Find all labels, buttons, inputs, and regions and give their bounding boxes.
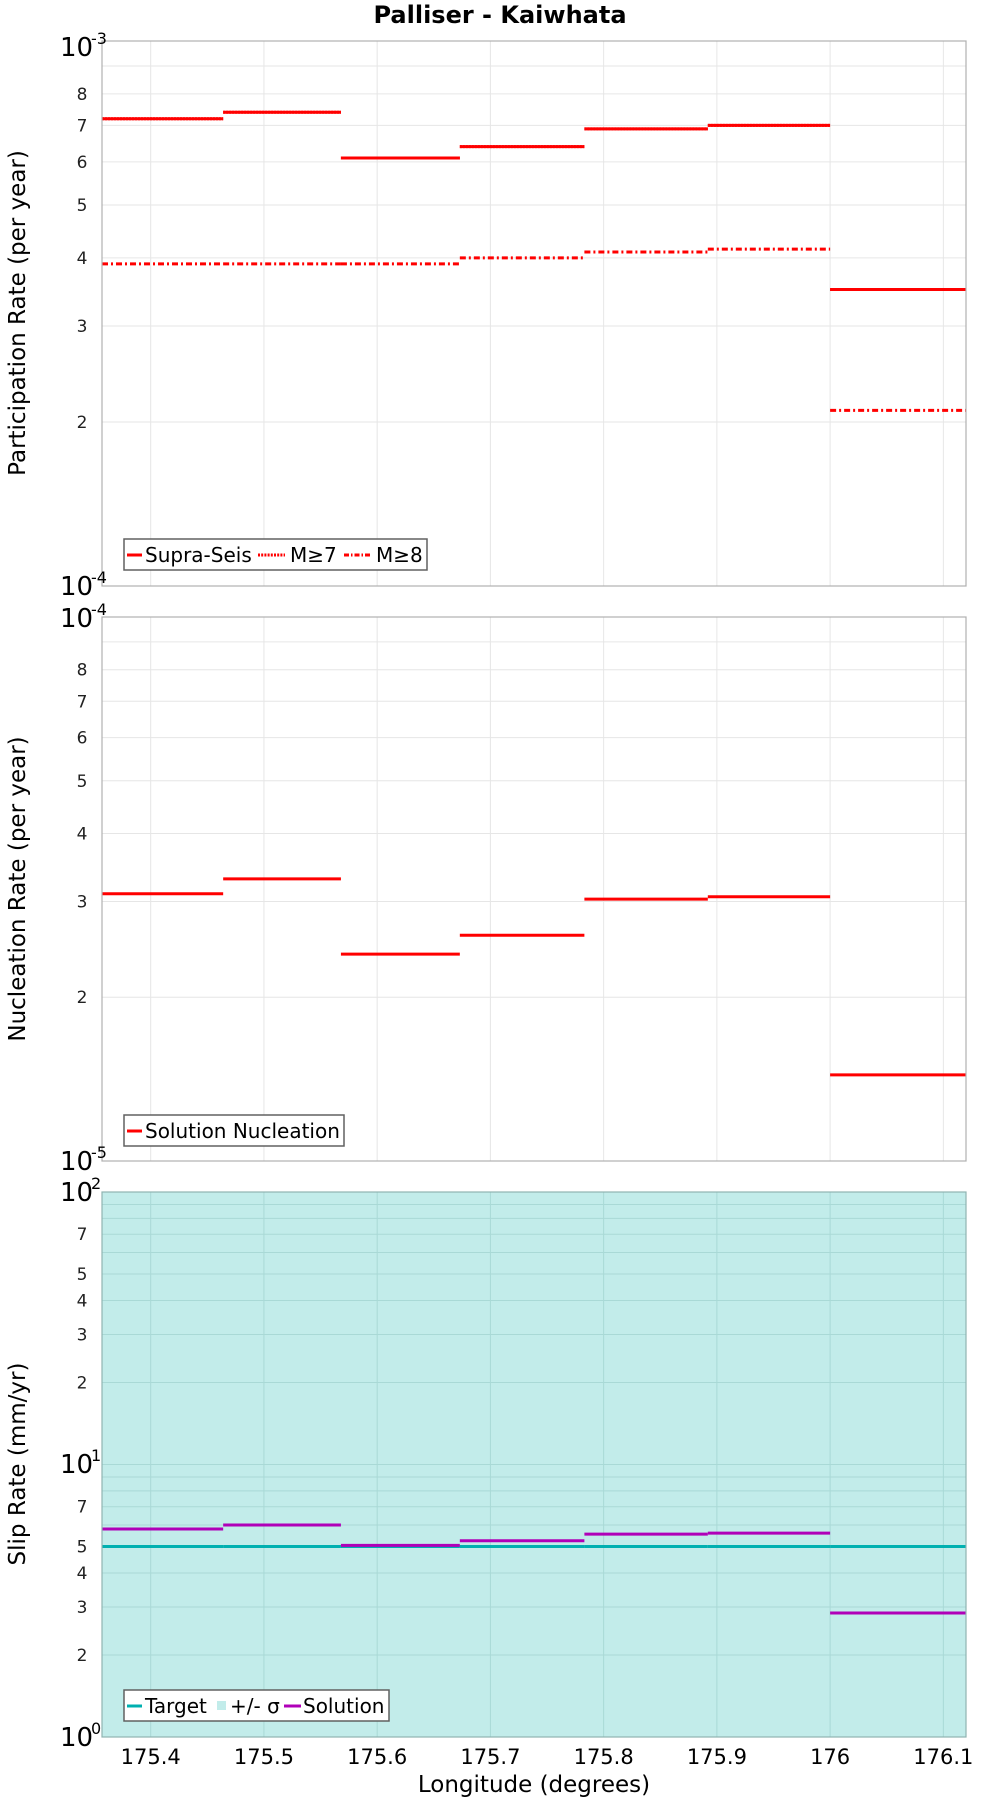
y-tick-label: 7 <box>77 116 88 136</box>
y-tick-label: 6 <box>77 153 88 173</box>
y-tick-labels: 2 3 4 5 7 2 3 4 5 7 <box>77 1225 88 1666</box>
y-tick-label: 5 <box>77 1538 88 1558</box>
y-decade-exp-top: 2 <box>91 1174 101 1193</box>
y-tick-label: 6 <box>77 729 88 749</box>
y-tick-label: 8 <box>77 661 88 681</box>
legend-label: M≥8 <box>376 543 423 567</box>
y-decade-exp-mid: 1 <box>91 1446 101 1465</box>
y-tick-label: 7 <box>77 1498 88 1518</box>
plot-frame <box>101 40 967 587</box>
grid-lines <box>102 1192 966 1737</box>
plot-frame <box>101 616 967 1162</box>
x-tick-label: 175.4 <box>121 1745 181 1769</box>
data-series <box>102 1523 966 1615</box>
y-tick-label: 4 <box>77 1291 88 1311</box>
y-tick-label: 5 <box>77 1265 88 1285</box>
y-tick-label: 8 <box>77 85 88 105</box>
y-decade-label-mid: 10 <box>60 1450 93 1480</box>
legend: Supra-Seis M≥7 M≥8 <box>123 538 428 571</box>
y-tick-label: 7 <box>77 692 88 712</box>
y-decade-exp-top: -3 <box>91 29 107 48</box>
panel-nucleation: 2 3 4 5 6 7 8 10 -4 10 -5 Nucleation Rate (per… <box>5 600 967 1177</box>
legend-label: Solution Nucleation <box>145 1119 340 1143</box>
y-decade-label-top: 10 <box>60 1178 93 1208</box>
y-decade-exp-top: -4 <box>91 600 107 619</box>
y-tick-label: 3 <box>77 317 88 337</box>
legend-label: Solution <box>303 1694 384 1718</box>
x-tick-label: 175.6 <box>347 1745 407 1769</box>
y-tick-labels: 2 3 4 5 6 7 8 <box>77 661 88 1009</box>
y-tick-label: 5 <box>77 196 88 216</box>
x-tick-label: 175.5 <box>234 1745 294 1769</box>
legend: Solution Nucleation <box>123 1114 345 1147</box>
y-decade-label-bottom: 10 <box>60 1723 93 1753</box>
y-tick-label: 2 <box>77 1646 88 1666</box>
y-axis-label: Nucleation Rate (per year) <box>5 736 31 1041</box>
x-tick-labels: 175.4 175.5 175.6 175.7 175.8 175.9 176 176.1 <box>121 1745 974 1769</box>
y-axis-label: Participation Rate (per year) <box>5 150 31 476</box>
x-tick-label: 175.8 <box>574 1745 634 1769</box>
y-tick-label: 4 <box>77 249 88 269</box>
legend-sigma-swatch-icon <box>217 1701 226 1710</box>
y-decade-label-top: 10 <box>60 33 93 63</box>
x-tick-label: 176.1 <box>913 1745 973 1769</box>
y-decade-label-bottom: 10 <box>60 1147 93 1177</box>
y-tick-label: 7 <box>77 1225 88 1245</box>
y-tick-label: 2 <box>77 413 88 433</box>
legend: Target +/- σ Solution <box>123 1689 390 1722</box>
x-axis-label: Longitude (degrees) <box>418 1772 650 1798</box>
panel-participation: 2 3 4 5 6 7 8 10 -3 10 -4 Participation Rate (… <box>5 29 967 602</box>
chart-title: Palliser - Kaiwhata <box>373 1 626 29</box>
y-tick-label: 4 <box>77 1564 88 1584</box>
y-tick-label: 3 <box>77 1598 88 1618</box>
y-tick-label: 4 <box>77 824 88 844</box>
data-series <box>102 877 966 1077</box>
grid-lines <box>102 617 966 1161</box>
y-decade-label-bottom: 10 <box>60 572 93 602</box>
data-series <box>102 110 966 412</box>
legend-label: +/- σ <box>230 1694 280 1718</box>
y-tick-label: 2 <box>77 988 88 1008</box>
legend-label: Supra-Seis <box>145 543 252 567</box>
y-tick-labels: 2 3 4 5 6 7 8 <box>77 85 88 433</box>
legend-label: M≥7 <box>290 543 337 567</box>
y-decade-exp-bottom: 0 <box>91 1719 101 1738</box>
x-tick-label: 176 <box>810 1745 850 1769</box>
y-decade-exp-bottom: -5 <box>91 1143 107 1162</box>
x-tick-label: 175.9 <box>687 1745 747 1769</box>
y-decade-label-top: 10 <box>60 604 93 634</box>
plot-frame <box>101 1191 967 1738</box>
y-tick-label: 5 <box>77 772 88 792</box>
y-axis-label: Slip Rate (mm/yr) <box>5 1363 31 1566</box>
y-tick-label: 2 <box>77 1373 88 1393</box>
legend-label: Target <box>144 1694 207 1718</box>
y-tick-label: 3 <box>77 1325 88 1345</box>
x-tick-label: 175.7 <box>460 1745 520 1769</box>
panel-slip-rate: 2 3 4 5 7 2 3 4 5 7 10 2 10 1 10 0 Slip Rate (mm/… <box>5 1174 967 1753</box>
y-tick-label: 3 <box>77 892 88 912</box>
y-decade-exp-bottom: -4 <box>91 568 107 587</box>
